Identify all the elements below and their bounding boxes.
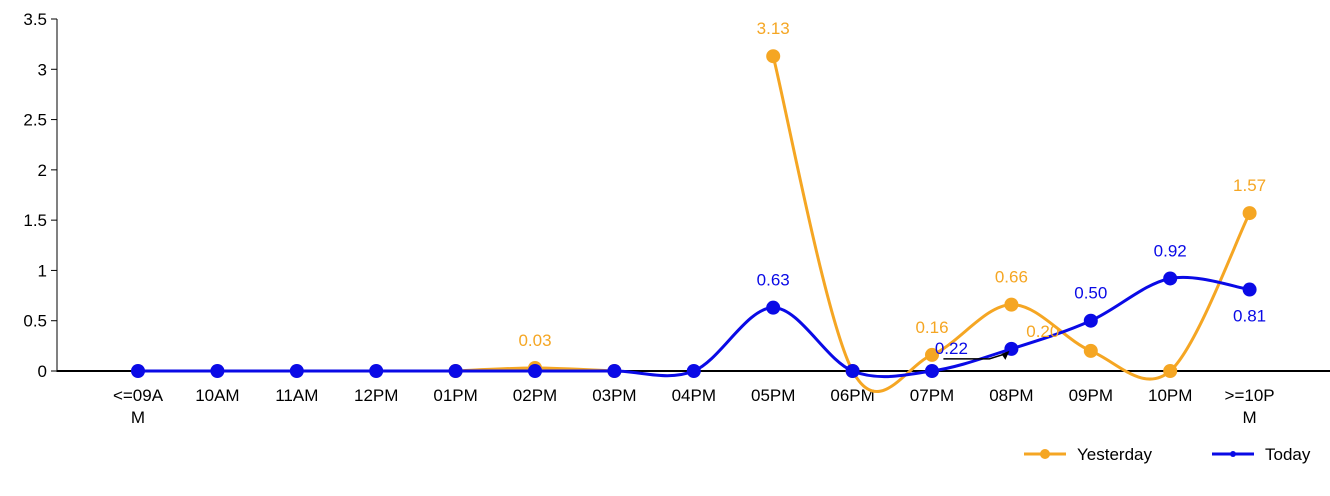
- series-today-line: [136, 275, 1252, 379]
- data-label-yesterday: 0.03: [518, 331, 551, 350]
- series-today-point: [686, 364, 701, 378]
- y-tick-label: 2.5: [23, 111, 47, 130]
- data-label-today: 0.92: [1154, 241, 1187, 260]
- y-tick-label: 3: [38, 60, 47, 79]
- data-label-yesterday: 1.57: [1233, 176, 1266, 195]
- x-tick-label: 02PM: [513, 386, 557, 405]
- series-yesterday-point: [766, 49, 781, 64]
- y-tick-label: 3.5: [23, 10, 47, 29]
- x-tick-label: 12PM: [354, 386, 398, 405]
- legend-item-today: Today: [1212, 445, 1311, 464]
- legend-swatch-marker-today: [1230, 451, 1236, 457]
- data-label-today: 0.22: [935, 339, 968, 358]
- data-label-yesterday: 3.13: [757, 19, 790, 38]
- data-label-today: 0.50: [1074, 284, 1107, 303]
- data-label-yesterday: 0.16: [915, 318, 948, 337]
- series-today-point: [925, 364, 939, 378]
- series-yesterday: [448, 49, 1257, 394]
- x-tick-label: 03PM: [592, 386, 636, 405]
- legend-swatch-marker-yesterday: [1040, 449, 1050, 459]
- x-tick-label: 04PM: [672, 386, 716, 405]
- series-today-point: [607, 364, 622, 378]
- series-today-point: [766, 300, 781, 315]
- y-tick-label: 2: [38, 161, 47, 180]
- series-today-point: [528, 364, 542, 378]
- x-tick-label: 05PM: [751, 386, 795, 405]
- x-tick-label: M: [131, 408, 145, 427]
- data-label-yesterday: 0.20: [1026, 322, 1059, 341]
- series-today-point: [131, 364, 145, 378]
- data-label-today: 0.63: [757, 271, 790, 290]
- series-today-point: [1083, 313, 1098, 328]
- y-tick-label: 1: [38, 261, 47, 280]
- data-label-yesterday: 0.66: [995, 268, 1028, 287]
- data-labels-layer: 0.03 3.13 0.16 0.66 0.20 1.57 0.63 0.22 0.50 0.92…: [518, 19, 1266, 360]
- y-tick-label: 0.5: [23, 312, 47, 331]
- series-yesterday-line: [771, 54, 1252, 394]
- series-today-point: [369, 364, 384, 378]
- x-tick-label: M: [1243, 408, 1257, 427]
- x-tick-label: <=09A: [113, 386, 164, 405]
- x-tick-label: >=10P: [1225, 386, 1275, 405]
- x-tick-label: 07PM: [910, 386, 954, 405]
- series-yesterday-point: [925, 347, 939, 362]
- x-tick-label: 11AM: [275, 386, 318, 405]
- series-yesterday-point: [1083, 343, 1098, 358]
- series-today-point: [1242, 282, 1257, 297]
- legend: Yesterday Today: [1024, 445, 1311, 464]
- legend-label-today: Today: [1265, 445, 1311, 464]
- axes-layer: 0 0.5 1 1.5 2 2.5 3 3.5 <=09A M 10AM 11AM 12PM 01PM 02…: [23, 10, 1330, 427]
- series-today: [131, 271, 1257, 379]
- x-tick-label: 01PM: [433, 386, 477, 405]
- series-layer: [131, 49, 1257, 394]
- series-today-point: [1163, 271, 1178, 286]
- y-tick-label: 0: [38, 362, 47, 381]
- series-yesterday-point: [1004, 297, 1019, 312]
- series-today-point: [845, 364, 860, 378]
- x-tick-label: 10AM: [195, 386, 239, 405]
- series-today-point: [448, 364, 463, 378]
- legend-label-yesterday: Yesterday: [1077, 445, 1152, 464]
- series-today-point: [210, 364, 225, 378]
- x-tick-label: 08PM: [989, 386, 1033, 405]
- x-tick-label: 06PM: [830, 386, 874, 405]
- legend-item-yesterday: Yesterday: [1024, 445, 1152, 464]
- x-tick-label: 09PM: [1069, 386, 1113, 405]
- y-tick-label: 1.5: [23, 211, 47, 230]
- series-today-point: [289, 364, 304, 378]
- data-label-today: 0.81: [1233, 307, 1266, 326]
- series-yesterday-point: [1163, 364, 1178, 378]
- x-tick-label: 10PM: [1148, 386, 1192, 405]
- data-label-leader-arrow: [1001, 350, 1010, 360]
- series-yesterday-point: [1242, 206, 1257, 221]
